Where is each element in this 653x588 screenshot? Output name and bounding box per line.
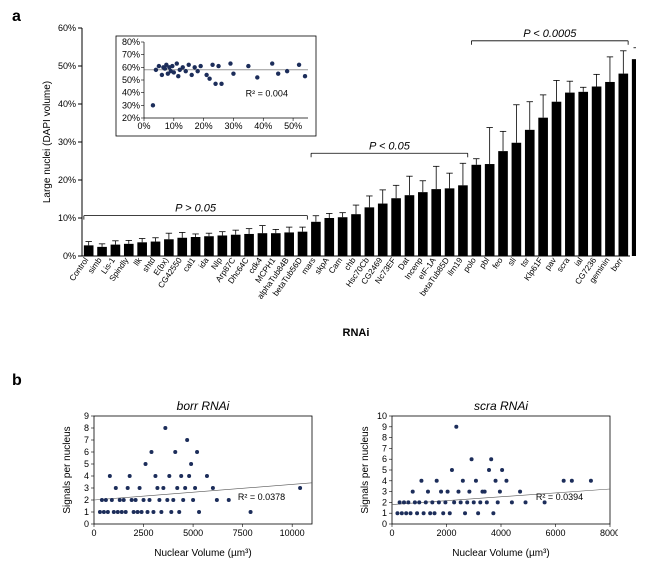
svg-text:2: 2: [84, 495, 89, 505]
svg-text:0: 0: [389, 528, 394, 538]
panel-label-a: a: [12, 8, 21, 26]
svg-text:9: 9: [382, 422, 387, 432]
svg-text:Large nuclei (DAPI volume): Large nuclei (DAPI volume): [42, 81, 53, 203]
svg-text:skpA: skpA: [313, 256, 331, 277]
svg-text:10%: 10%: [165, 121, 183, 131]
svg-text:P < 0.05: P < 0.05: [369, 140, 411, 152]
panel-label-b: b: [12, 372, 22, 390]
svg-text:Cam: Cam: [327, 256, 344, 275]
svg-text:Signals per nucleus: Signals per nucleus: [360, 426, 371, 513]
svg-text:60%: 60%: [122, 62, 140, 72]
svg-text:50%: 50%: [284, 121, 302, 131]
svg-text:pbl: pbl: [478, 256, 492, 270]
svg-text:6: 6: [84, 447, 89, 457]
svg-text:40%: 40%: [254, 121, 272, 131]
svg-text:30%: 30%: [224, 121, 242, 131]
svg-text:70%: 70%: [122, 50, 140, 60]
svg-text:P > 0.05: P > 0.05: [175, 203, 217, 215]
svg-text:2: 2: [382, 497, 387, 507]
svg-text:9: 9: [84, 411, 89, 421]
svg-text:feo: feo: [491, 256, 505, 271]
svg-text:0: 0: [382, 519, 387, 529]
svg-text:ida: ida: [197, 256, 211, 270]
svg-text:80%: 80%: [122, 37, 140, 47]
svg-text:4: 4: [84, 471, 89, 481]
svg-text:20%: 20%: [195, 121, 213, 131]
svg-text:P < 0.0005: P < 0.0005: [523, 28, 577, 40]
svg-text:scra: scra: [555, 256, 572, 274]
svg-text:6000: 6000: [545, 528, 565, 538]
svg-text:10000: 10000: [280, 528, 305, 538]
svg-text:0: 0: [91, 528, 96, 538]
svg-text:10%: 10%: [58, 213, 76, 223]
svg-text:R² = 0.0394: R² = 0.0394: [536, 492, 583, 502]
scatter-borr: 0 1 2 3 4 5 6 7 8 9 0 2500 5000 7500 10000 borr RNAi Nuc…: [60, 398, 320, 558]
svg-text:1: 1: [382, 508, 387, 518]
bar-chart-a: 0%10%20%30%40%50%60%ControlsimbLis-1Spin…: [36, 18, 636, 338]
svg-text:0%: 0%: [63, 251, 76, 261]
svg-text:50%: 50%: [58, 61, 76, 71]
svg-text:50%: 50%: [122, 75, 140, 85]
svg-text:Signals per nucleus: Signals per nucleus: [62, 426, 73, 513]
svg-text:10: 10: [377, 411, 387, 421]
svg-text:7: 7: [84, 435, 89, 445]
svg-text:5: 5: [382, 465, 387, 475]
svg-text:3: 3: [84, 483, 89, 493]
svg-text:scra RNAi: scra RNAi: [474, 399, 528, 413]
svg-text:5: 5: [84, 459, 89, 469]
svg-text:7500: 7500: [233, 528, 253, 538]
svg-text:8: 8: [84, 423, 89, 433]
svg-text:RNAi: RNAi: [343, 327, 370, 338]
svg-text:8000: 8000: [600, 528, 618, 538]
svg-text:0%: 0%: [137, 121, 150, 131]
svg-text:5000: 5000: [183, 528, 203, 538]
svg-text:0: 0: [84, 519, 89, 529]
svg-text:7: 7: [382, 443, 387, 453]
svg-text:Nuclear Volume (µm³): Nuclear Volume (µm³): [452, 548, 549, 558]
svg-text:30%: 30%: [122, 100, 140, 110]
svg-text:60%: 60%: [58, 23, 76, 33]
svg-text:2500: 2500: [134, 528, 154, 538]
svg-text:R² = 0.004: R² = 0.004: [246, 89, 288, 99]
svg-text:6: 6: [382, 454, 387, 464]
svg-text:polo: polo: [462, 256, 479, 274]
svg-text:Nuclear Volume (µm³): Nuclear Volume (µm³): [154, 548, 251, 558]
svg-text:cal1: cal1: [181, 256, 197, 274]
scatter-scra: 012345678910 0 2000 4000 6000 8000 scra RNAi Nu…: [358, 398, 618, 558]
svg-text:40%: 40%: [122, 88, 140, 98]
svg-text:8: 8: [382, 433, 387, 443]
svg-text:R² = 0.0378: R² = 0.0378: [238, 492, 285, 502]
svg-text:4000: 4000: [491, 528, 511, 538]
svg-text:40%: 40%: [58, 99, 76, 109]
svg-text:4: 4: [382, 476, 387, 486]
svg-text:borr: borr: [609, 256, 625, 273]
svg-text:3: 3: [382, 487, 387, 497]
svg-text:1: 1: [84, 507, 89, 517]
svg-text:20%: 20%: [58, 175, 76, 185]
svg-text:sli: sli: [506, 256, 518, 268]
svg-text:2000: 2000: [436, 528, 456, 538]
svg-text:30%: 30%: [58, 137, 76, 147]
svg-text:borr RNAi: borr RNAi: [177, 399, 230, 413]
